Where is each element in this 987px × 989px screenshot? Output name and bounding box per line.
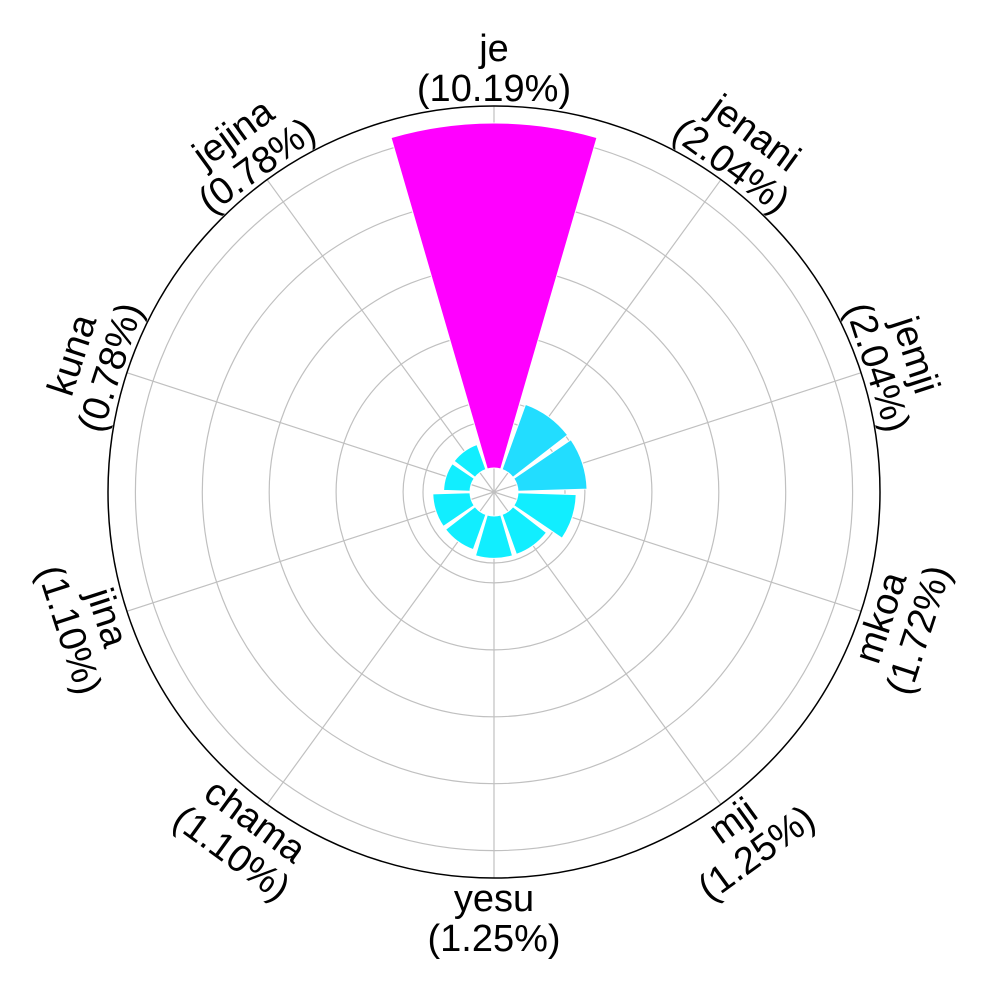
category-label-jemji: jemji(2.04%) [837, 285, 956, 437]
bar-jejina [453, 443, 487, 478]
bar-je [390, 122, 598, 470]
bar-chama [444, 506, 487, 551]
bar-layer [390, 122, 598, 559]
category-label-chama: chama(1.10%) [165, 765, 321, 910]
category-name: yesu [454, 878, 534, 920]
category-percent: (1.25%) [427, 918, 560, 960]
grid-spoke [126, 372, 495, 493]
bar-jina [432, 492, 475, 528]
frame-layer [107, 105, 881, 879]
category-label-jejina: jejina(0.78%) [167, 78, 323, 223]
category-label-je: je (10.19%) [417, 28, 571, 110]
bar-kuna [443, 462, 475, 492]
category-label-mkoa: mkoa(1.72%) [841, 548, 960, 700]
category-label-yesu: yesu (1.25%) [427, 878, 560, 960]
category-label-kuna: kuna(0.78%) [32, 285, 151, 437]
category-name: je [478, 28, 509, 70]
bar-mkoa [513, 492, 577, 539]
grid-spoke [126, 491, 495, 612]
bar-yesu [474, 514, 514, 559]
category-label-jina: jina(1.10%) [28, 548, 147, 700]
polar-frame [107, 105, 881, 879]
grid-spoke [266, 491, 495, 805]
bar-mji [501, 506, 548, 556]
category-label-jenani: jenani(2.04%) [665, 78, 821, 223]
grid-spoke [266, 179, 495, 493]
bar-jemji [513, 438, 588, 492]
category-label-mji: mji(1.25%) [667, 765, 823, 910]
category-percent: (10.19%) [417, 68, 571, 110]
bar-jenani [501, 403, 569, 478]
